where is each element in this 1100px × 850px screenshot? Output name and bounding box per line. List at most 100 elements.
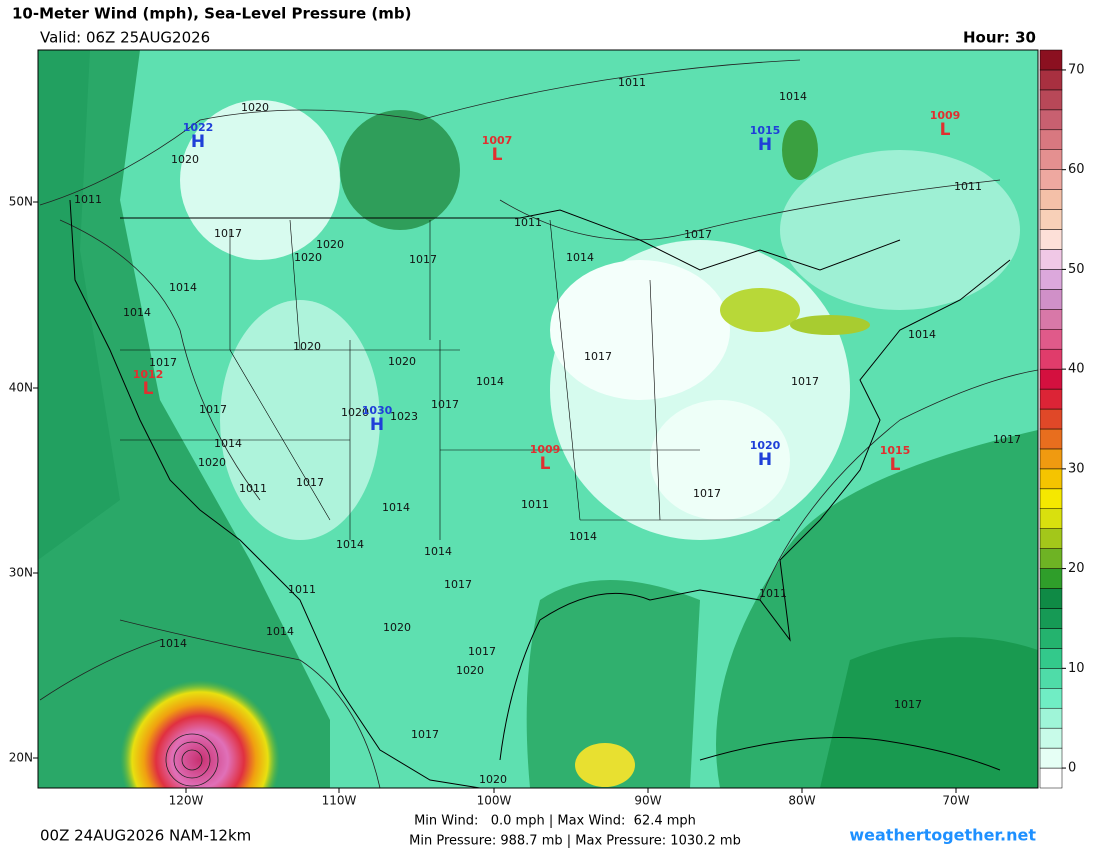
colorbar-label: 20: [1068, 561, 1085, 576]
center-letter: L: [890, 455, 901, 475]
center-pressure: 1007: [482, 134, 513, 147]
center-letter: H: [758, 135, 772, 155]
isobar-label: 1017: [214, 227, 242, 240]
center-pressure: 1020: [750, 439, 781, 452]
colorbar-label: 60: [1068, 162, 1085, 177]
colorbar-segment: [1039, 69, 1063, 91]
center-letter: L: [492, 145, 503, 165]
isobar-label: 1017: [993, 433, 1021, 446]
colorbar-segment: [1039, 309, 1063, 330]
center-letter: H: [758, 450, 772, 470]
isobar-label: 1014: [159, 637, 187, 650]
isobar-label: 1017: [411, 728, 439, 741]
lon-label: 110W: [322, 794, 357, 808]
isobar-label: 1011: [954, 180, 982, 193]
wind-field: [38, 50, 1038, 788]
isobar-label: 1014: [382, 501, 410, 514]
colorbar-segment: [1039, 668, 1063, 689]
colorbar-segment: [1039, 528, 1063, 549]
colorbar-segment: [1039, 289, 1063, 310]
colorbar-segment: [1039, 727, 1063, 749]
isobar-label: 1020: [316, 238, 344, 251]
isobar-label: 1014: [569, 530, 597, 543]
model-run: 00Z 24AUG2026 NAM-12km: [40, 827, 251, 845]
lat-label: 50N: [9, 195, 33, 209]
colorbar-segment: [1039, 508, 1063, 529]
lat-label: 30N: [9, 566, 33, 580]
isobar-label: 1017: [894, 698, 922, 711]
isobar-label: 1017: [468, 645, 496, 658]
isobar-label: 1011: [239, 482, 267, 495]
colorbar-segment: [1039, 747, 1063, 769]
colorbar-label: 0: [1068, 761, 1076, 776]
center-pressure: 1009: [930, 109, 961, 122]
isobar-label: 1017: [791, 375, 819, 388]
isobar-label: 1020: [479, 773, 507, 786]
colorbar-label: 10: [1068, 661, 1085, 676]
colorbar-segment: [1039, 189, 1063, 210]
colorbar-segment: [1039, 149, 1063, 170]
colorbar-segment: [1039, 707, 1063, 729]
colorbar-label: 40: [1068, 362, 1085, 377]
lat-label: 40N: [9, 381, 33, 395]
colorbar-segment: [1039, 49, 1063, 71]
colorbar-label: 50: [1068, 262, 1085, 277]
isobar-label: 1014: [424, 545, 452, 558]
colorbar-segment: [1039, 488, 1063, 510]
isobar-label: 1011: [521, 498, 549, 511]
colorbar-segment: [1039, 688, 1063, 709]
map-frame: [37, 49, 1039, 789]
isobar-label: 1020: [388, 355, 416, 368]
colorbar-segment: [1039, 448, 1063, 470]
center-letter: H: [191, 132, 205, 152]
colorbar-segment: [1039, 408, 1063, 430]
colorbar-segment: [1039, 767, 1063, 789]
colorbar-segment: [1039, 348, 1063, 370]
isobar-label: 1014: [123, 306, 151, 319]
isobar-label: 1020: [293, 340, 321, 353]
lon-label: 80W: [788, 794, 815, 808]
center-pressure: 1009: [530, 443, 561, 456]
center-letter: L: [540, 454, 551, 474]
site: weathertogether.net: [849, 826, 1036, 845]
colorbar-segment: [1039, 388, 1063, 410]
lon-label: 100W: [477, 794, 512, 808]
isobar-label: 1011: [74, 193, 102, 206]
wind-stats: Min Wind: 0.0 mph | Max Wind: 62.4 mph: [414, 814, 696, 829]
colorbar-segment: [1039, 229, 1063, 250]
colorbar-segment: [1039, 628, 1063, 649]
colorbar-segment: [1039, 129, 1063, 150]
isobar-label: 1017: [409, 253, 437, 266]
colorbar-segment: [1039, 368, 1063, 390]
center-letter: H: [370, 415, 384, 435]
colorbar-segment: [1039, 648, 1063, 669]
isobar-label: 1014: [476, 375, 504, 388]
colorbar-segment: [1039, 608, 1063, 629]
colorbar-segment: [1039, 548, 1063, 569]
colorbar-segment: [1039, 89, 1063, 111]
center-pressure: 1030: [362, 404, 393, 417]
isobar-label: 1023: [390, 410, 418, 423]
colorbar-label: 30: [1068, 461, 1085, 476]
lon-label: 90W: [634, 794, 661, 808]
center-letter: L: [940, 120, 951, 140]
isobar-label: 1017: [684, 228, 712, 241]
isobar-label: 1014: [169, 281, 197, 294]
isobar-label: 1017: [584, 350, 612, 363]
isobar-label: 1020: [198, 456, 226, 469]
colorbar-label: 70: [1068, 62, 1085, 77]
isobar-label: 1014: [908, 328, 936, 341]
isobar-label: 1017: [199, 403, 227, 416]
isobar-label: 1020: [294, 251, 322, 264]
isobar-label: 1017: [431, 398, 459, 411]
lat-label: 20N: [9, 751, 33, 765]
lon-label: 70W: [942, 794, 969, 808]
valid-time: Valid: 06Z 25AUG2026: [40, 29, 210, 47]
isobar-label: 1020: [241, 101, 269, 114]
isobar-label: 1017: [444, 578, 472, 591]
isobar-label: 1014: [214, 437, 242, 450]
lon-label: 120W: [169, 794, 204, 808]
center-pressure: 1015: [880, 444, 911, 457]
colorbar-segment: [1039, 109, 1063, 131]
